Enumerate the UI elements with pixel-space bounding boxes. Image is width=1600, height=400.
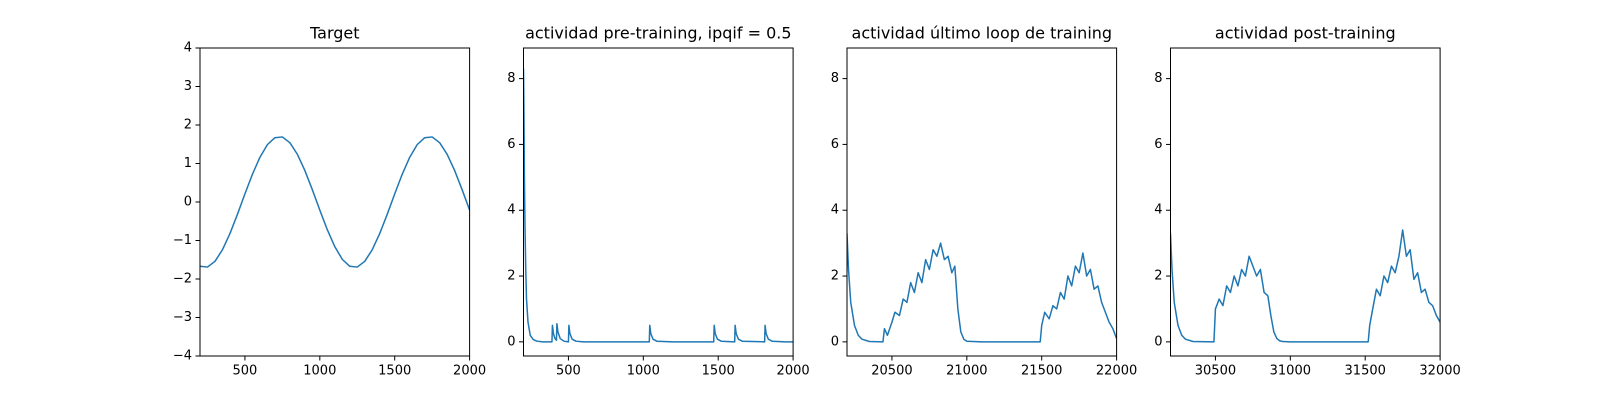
subplot: Target 500 1000 1500 2000 −4 −3 −2 −1 0 1 2 3 4 xyxy=(173,24,486,379)
subplot-title: actividad último loop de training xyxy=(852,24,1113,43)
y-tick-label: 2 xyxy=(184,118,192,133)
data-line xyxy=(523,68,794,343)
y-tick-label: 8 xyxy=(831,71,839,86)
x-tick-label: 31500 xyxy=(1345,364,1386,379)
axes-frame xyxy=(199,47,471,357)
axes-frame xyxy=(523,47,794,357)
data-line xyxy=(1170,229,1441,343)
x-tick-label: 20500 xyxy=(871,364,912,379)
y-tick-label: 4 xyxy=(831,203,839,218)
y-tick-label: 0 xyxy=(184,195,192,210)
x-tick-label: 21500 xyxy=(1021,364,1062,379)
y-tick-label: 6 xyxy=(1154,137,1162,152)
x-tick-label: 1500 xyxy=(378,364,411,379)
y-tick-label: 2 xyxy=(1154,269,1162,284)
y-tick-label: −3 xyxy=(173,310,192,325)
x-tick-label: 500 xyxy=(556,364,581,379)
subplot: actividad último loop de training 20500 21… xyxy=(831,24,1138,379)
axes-frame xyxy=(846,47,1118,357)
subplot: actividad pre-training, ipqif = 0.5 500 10… xyxy=(507,24,809,379)
x-tick-label: 500 xyxy=(233,364,258,379)
x-tick-label: 21000 xyxy=(946,364,987,379)
x-tick-label: 30500 xyxy=(1195,364,1236,379)
y-tick-label: 4 xyxy=(1154,203,1162,218)
y-tick-label: 0 xyxy=(1154,334,1162,349)
x-tick-label: 32000 xyxy=(1419,364,1460,379)
subplot: actividad post-training 30500 31000 31500 32… xyxy=(1154,24,1461,379)
x-tick-label: 2000 xyxy=(777,364,810,379)
subplot-title: actividad pre-training, ipqif = 0.5 xyxy=(525,24,791,43)
y-tick-label: 6 xyxy=(831,137,839,152)
y-tick-label: −4 xyxy=(173,349,192,364)
y-tick-label: 4 xyxy=(507,203,515,218)
x-tick-label: 1000 xyxy=(627,364,660,379)
subplot-title: Target xyxy=(309,24,360,43)
data-line xyxy=(847,233,1117,343)
subplot-title: actividad post-training xyxy=(1215,24,1396,43)
y-tick-label: 8 xyxy=(1154,71,1162,86)
y-tick-label: 0 xyxy=(507,334,515,349)
y-tick-label: −2 xyxy=(173,272,192,287)
x-tick-label: 31000 xyxy=(1270,364,1311,379)
data-line xyxy=(200,136,470,268)
y-tick-label: −1 xyxy=(173,233,192,248)
x-tick-label: 22000 xyxy=(1096,364,1137,379)
y-tick-label: 2 xyxy=(831,269,839,284)
y-tick-label: 2 xyxy=(507,269,515,284)
y-tick-label: 3 xyxy=(184,79,192,94)
axes-frame xyxy=(1170,47,1441,357)
y-tick-label: 6 xyxy=(507,137,515,152)
y-tick-label: 1 xyxy=(184,156,192,171)
y-tick-label: 8 xyxy=(507,71,515,86)
x-tick-label: 1000 xyxy=(303,364,336,379)
x-tick-label: 1500 xyxy=(702,364,735,379)
y-tick-label: 0 xyxy=(831,334,839,349)
y-tick-label: 4 xyxy=(184,41,192,56)
x-tick-label: 2000 xyxy=(453,364,486,379)
